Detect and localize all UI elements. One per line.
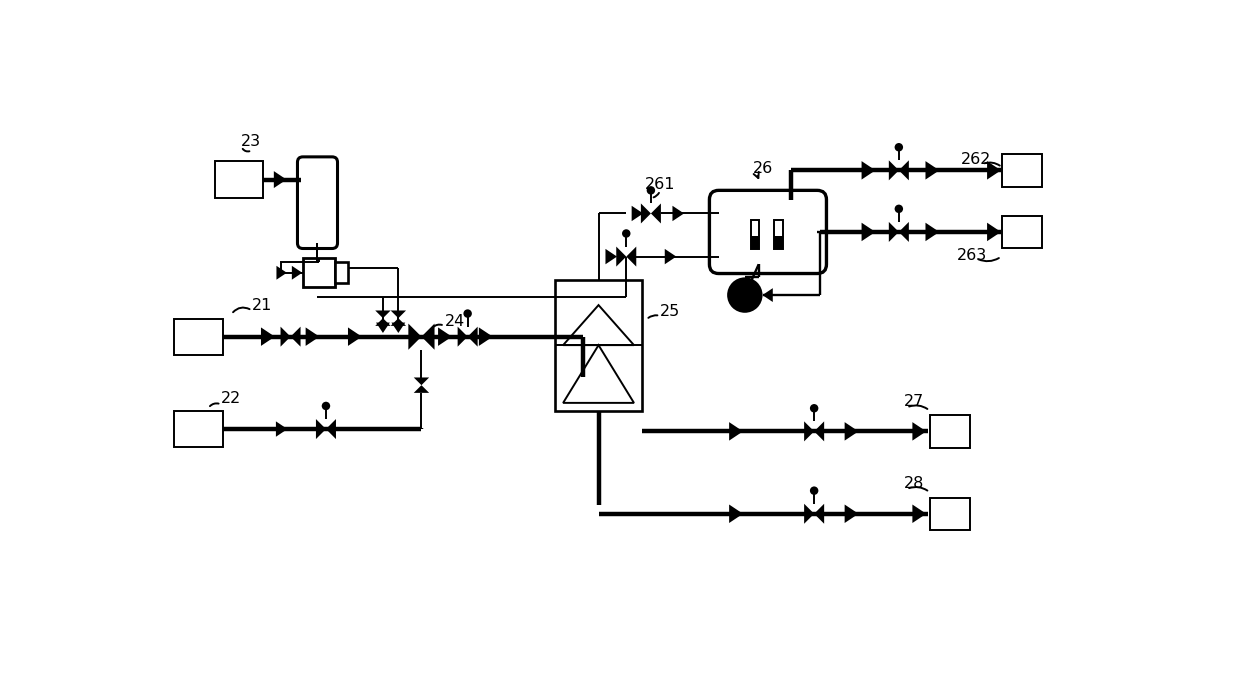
Polygon shape	[305, 327, 320, 346]
Polygon shape	[376, 323, 389, 333]
Text: 24: 24	[444, 314, 465, 329]
Text: 25: 25	[660, 304, 681, 319]
Polygon shape	[889, 160, 899, 180]
Polygon shape	[291, 266, 303, 280]
Bar	[774, 219, 782, 249]
Polygon shape	[563, 305, 634, 345]
Polygon shape	[408, 323, 422, 350]
Polygon shape	[563, 345, 634, 403]
Text: 28: 28	[904, 475, 924, 491]
Polygon shape	[316, 419, 326, 439]
Text: 26: 26	[753, 162, 773, 176]
Polygon shape	[376, 318, 391, 326]
Circle shape	[622, 229, 630, 238]
Polygon shape	[925, 223, 940, 241]
Circle shape	[727, 277, 763, 313]
Circle shape	[810, 486, 818, 495]
Text: 262: 262	[961, 152, 991, 167]
Text: 263: 263	[957, 248, 987, 264]
Polygon shape	[987, 161, 1001, 180]
Text: 23: 23	[242, 134, 262, 149]
Polygon shape	[913, 422, 926, 440]
Polygon shape	[899, 222, 909, 242]
Text: 261: 261	[645, 177, 676, 192]
Polygon shape	[651, 204, 661, 224]
Circle shape	[894, 204, 903, 213]
FancyBboxPatch shape	[298, 157, 337, 248]
Circle shape	[321, 402, 330, 410]
Polygon shape	[479, 327, 492, 346]
Polygon shape	[438, 327, 451, 346]
Polygon shape	[376, 310, 391, 318]
Circle shape	[810, 404, 818, 413]
Bar	[751, 236, 759, 249]
Polygon shape	[326, 419, 336, 439]
Text: 22: 22	[221, 391, 242, 406]
FancyBboxPatch shape	[709, 191, 826, 274]
Polygon shape	[277, 421, 288, 437]
Polygon shape	[277, 266, 286, 280]
Polygon shape	[391, 318, 405, 326]
Polygon shape	[844, 504, 858, 523]
Polygon shape	[862, 161, 875, 180]
Polygon shape	[889, 222, 899, 242]
Polygon shape	[987, 223, 1001, 241]
Bar	[751, 219, 759, 249]
Polygon shape	[804, 421, 815, 442]
Bar	[930, 415, 970, 447]
Polygon shape	[605, 249, 618, 264]
Polygon shape	[290, 327, 300, 347]
Circle shape	[464, 310, 472, 318]
Polygon shape	[804, 504, 815, 524]
Polygon shape	[392, 323, 405, 333]
Polygon shape	[729, 422, 743, 440]
Polygon shape	[274, 171, 286, 188]
Polygon shape	[348, 327, 362, 346]
Polygon shape	[925, 161, 940, 180]
Polygon shape	[641, 204, 651, 224]
Circle shape	[894, 143, 903, 151]
Polygon shape	[913, 504, 926, 523]
Polygon shape	[626, 246, 636, 266]
Polygon shape	[631, 206, 644, 221]
Polygon shape	[844, 422, 858, 440]
Polygon shape	[665, 249, 676, 264]
Polygon shape	[467, 327, 477, 347]
Bar	[174, 411, 223, 447]
Bar	[930, 497, 970, 530]
Bar	[215, 162, 263, 197]
Polygon shape	[862, 223, 875, 241]
Polygon shape	[414, 385, 429, 393]
Polygon shape	[729, 504, 743, 523]
Polygon shape	[260, 327, 275, 346]
Bar	[1002, 216, 1042, 248]
Bar	[174, 319, 223, 355]
Polygon shape	[763, 288, 773, 302]
Polygon shape	[815, 421, 825, 442]
Polygon shape	[616, 246, 626, 266]
Polygon shape	[422, 323, 434, 350]
Text: 27: 27	[904, 394, 924, 409]
Circle shape	[647, 186, 655, 195]
Polygon shape	[391, 310, 405, 318]
Text: 21: 21	[252, 299, 273, 314]
Bar	[556, 280, 641, 411]
Polygon shape	[672, 206, 684, 221]
Polygon shape	[280, 327, 290, 347]
Bar	[303, 258, 335, 288]
Bar	[1002, 154, 1042, 186]
Polygon shape	[414, 378, 429, 385]
Polygon shape	[815, 504, 825, 524]
Polygon shape	[899, 160, 909, 180]
Bar	[774, 236, 782, 249]
Polygon shape	[458, 327, 467, 347]
Bar	[335, 262, 348, 283]
